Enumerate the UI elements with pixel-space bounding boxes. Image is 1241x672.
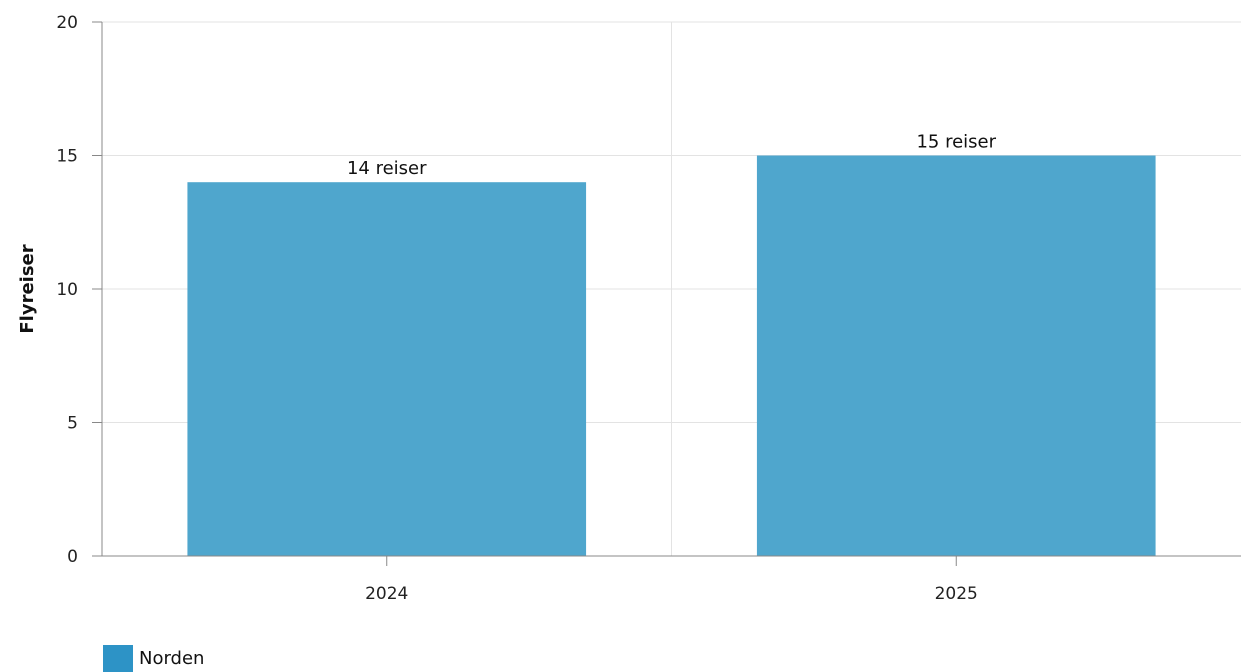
- bar-2024: [187, 182, 587, 556]
- legend-swatch: [103, 645, 133, 672]
- bar-2025: [756, 155, 1156, 556]
- y-tick-label-20: 20: [56, 13, 78, 33]
- data-labels: 14 reiser 15 reiser: [347, 132, 997, 180]
- tick-labels: 0 5 10 15 20 2024 2025: [56, 13, 978, 604]
- bar-chart: 0 5 10 15 20 2024 2025 14 reiser 15 reiser Flyr…: [17, 13, 1241, 604]
- y-tick-label-15: 15: [56, 147, 78, 167]
- x-tick-label-2025: 2025: [935, 584, 978, 604]
- legend[interactable]: Norden: [103, 645, 204, 672]
- y-tick-label-5: 5: [67, 414, 78, 434]
- data-label-2024: 14 reiser: [347, 158, 427, 179]
- y-tick-label-0: 0: [67, 547, 78, 567]
- y-axis-title: Flyreiser: [17, 244, 38, 333]
- axes: [92, 21, 1241, 566]
- legend-label: Norden: [139, 648, 205, 669]
- data-label-2025: 15 reiser: [916, 132, 996, 153]
- x-tick-label-2024: 2024: [365, 584, 408, 604]
- y-tick-label-10: 10: [56, 280, 78, 300]
- bars: [187, 155, 1156, 556]
